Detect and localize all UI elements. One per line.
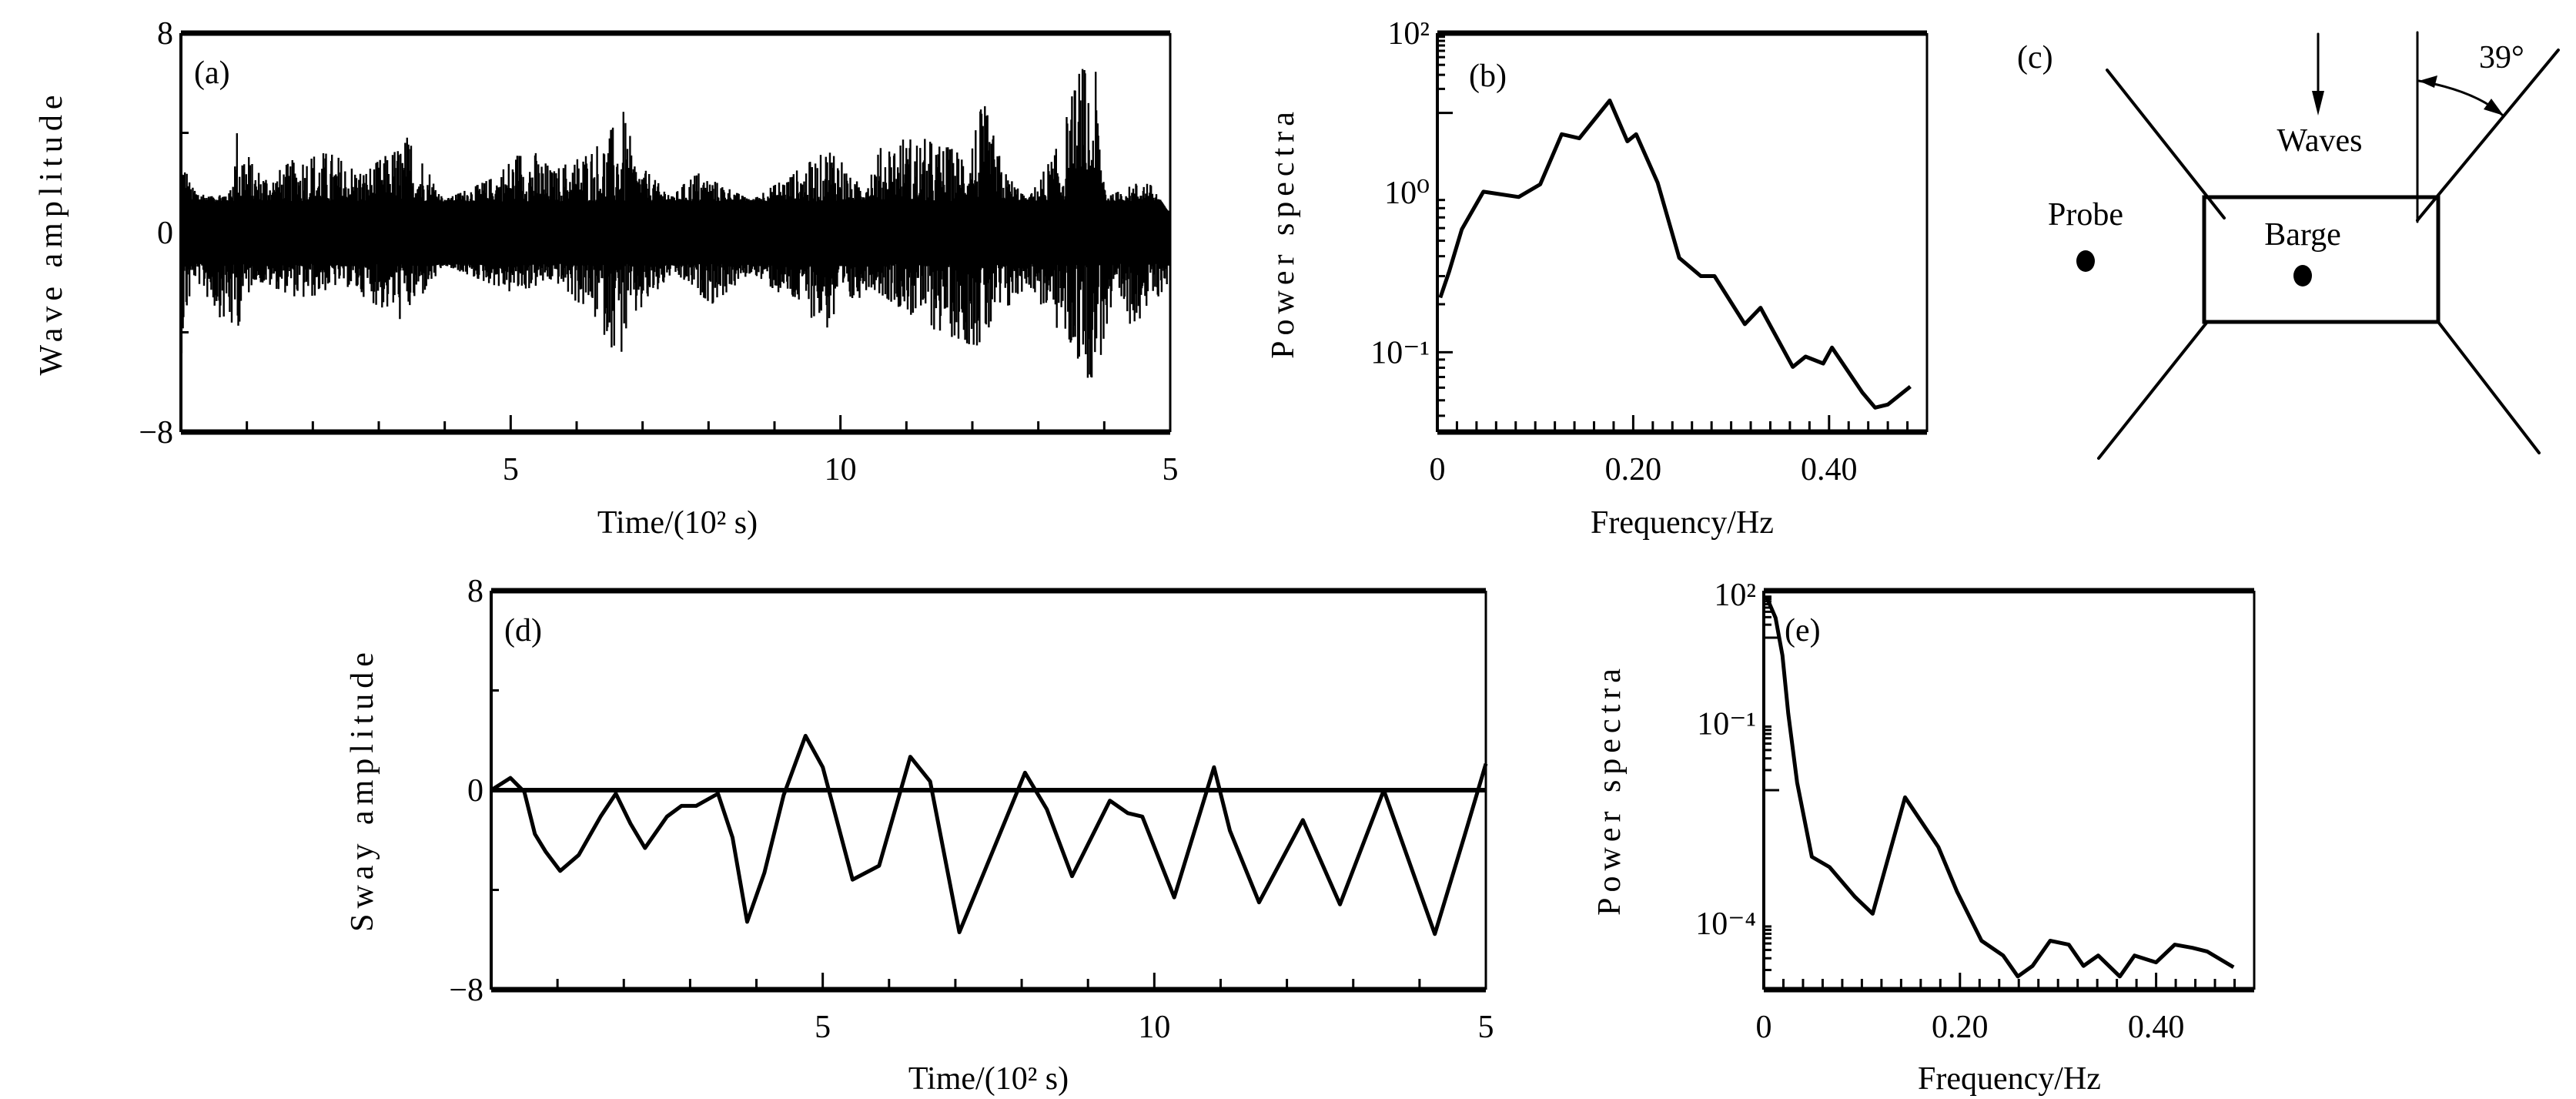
wave-amplitude-core-band: [181, 199, 1170, 266]
angle-arrow-head: [2484, 99, 2504, 116]
x-tick-label: 10: [825, 452, 857, 488]
y-tick-label: 10⁰: [1384, 176, 1430, 211]
y-tick-label: −8: [449, 973, 483, 1008]
x-tick-label: 5: [503, 452, 519, 488]
panel-e-xlabel: Frequency/Hz: [1918, 1061, 2101, 1097]
barge-outline: [2202, 195, 2441, 324]
charts-layer: 5 10 5 8 0 −8 0 0.20 0.40 10² 10⁰ 10⁻¹ 5 10 5 8 0 −8 0 0.20…: [139, 16, 2256, 1045]
x-tick-label: 0.40: [2128, 1010, 2185, 1045]
barge-label: Barge: [2264, 217, 2341, 253]
panel-d-letter: (d): [504, 613, 542, 648]
probe-dot: [2076, 250, 2095, 272]
barge-mooring-diagram: (c) Waves 39° Probe Barge: [2017, 31, 2560, 460]
y-tick-label: 10⁻⁴: [1695, 906, 1756, 942]
y-tick-label: 8: [157, 16, 173, 52]
y-tick-label: 10⁻¹: [1697, 706, 1756, 742]
waves-label: Waves: [2277, 123, 2363, 159]
x-tick-label: 10: [1138, 1010, 1170, 1045]
panel-b-xlabel: Frequency/Hz: [1591, 505, 1774, 541]
angle-arrow-head-start: [2419, 75, 2437, 88]
probe-label: Probe: [2048, 197, 2123, 233]
y-tick-label: 10²: [1714, 578, 1756, 613]
angle-label: 39°: [2479, 40, 2524, 75]
x-tick-label: 5: [1478, 1010, 1494, 1045]
y-tick-label: 0: [157, 216, 173, 251]
y-tick-label: 8: [467, 574, 483, 609]
panel-b-ylabel: Power spectra: [1266, 106, 1301, 359]
y-tick-label: −8: [139, 415, 173, 451]
y-tick-label: 0: [467, 773, 483, 809]
panel-d-xlabel: Time/(10² s): [908, 1061, 1069, 1097]
wave-arrow-head: [2312, 91, 2324, 116]
panel-a-letter: (a): [194, 55, 230, 91]
series-line: [1438, 99, 1912, 410]
panel-d-ylabel: Sway amplitude: [345, 647, 380, 932]
x-tick-label: 0.40: [1801, 452, 1858, 488]
panel-a-ylabel: Wave amplitude: [34, 89, 69, 375]
panel-e-chart: 0 0.20 0.40 10² 10⁻¹ 10⁻⁴: [1695, 578, 2256, 1045]
panel-e-letter: (e): [1785, 613, 1821, 648]
series-line: [1765, 596, 2235, 979]
mooring-line-upper-left: [2106, 69, 2226, 219]
panel-a-xlabel: Time/(10² s): [597, 505, 758, 541]
mooring-line-lower-right: [2437, 320, 2541, 454]
mooring-line-lower-left: [2097, 320, 2209, 460]
y-tick-label: 10²: [1387, 16, 1430, 52]
x-tick-label: 0: [1756, 1010, 1772, 1045]
x-tick-label: 0: [1430, 452, 1446, 488]
panel-b-chart: 0 0.20 0.40 10² 10⁰ 10⁻¹: [1370, 16, 1929, 488]
barge-dot: [2293, 265, 2312, 286]
x-tick-label: 0.20: [1932, 1010, 1989, 1045]
x-tick-label: 5: [815, 1010, 831, 1045]
series-line: [490, 733, 1488, 936]
x-tick-label: 5: [1163, 452, 1179, 488]
panel-c-letter: (c): [2017, 40, 2053, 75]
panel-e-ylabel: Power spectra: [1592, 663, 1628, 916]
x-tick-label: 0.20: [1605, 452, 1662, 488]
panel-a-chart: 5 10 5 8 0 −8: [139, 16, 1178, 488]
mooring-line-upper-right: [2416, 49, 2560, 222]
panel-d-chart: 5 10 5 8 0 −8: [449, 574, 1494, 1045]
panel-b-letter: (b): [1469, 59, 1507, 94]
y-tick-label: 10⁻¹: [1370, 335, 1430, 370]
